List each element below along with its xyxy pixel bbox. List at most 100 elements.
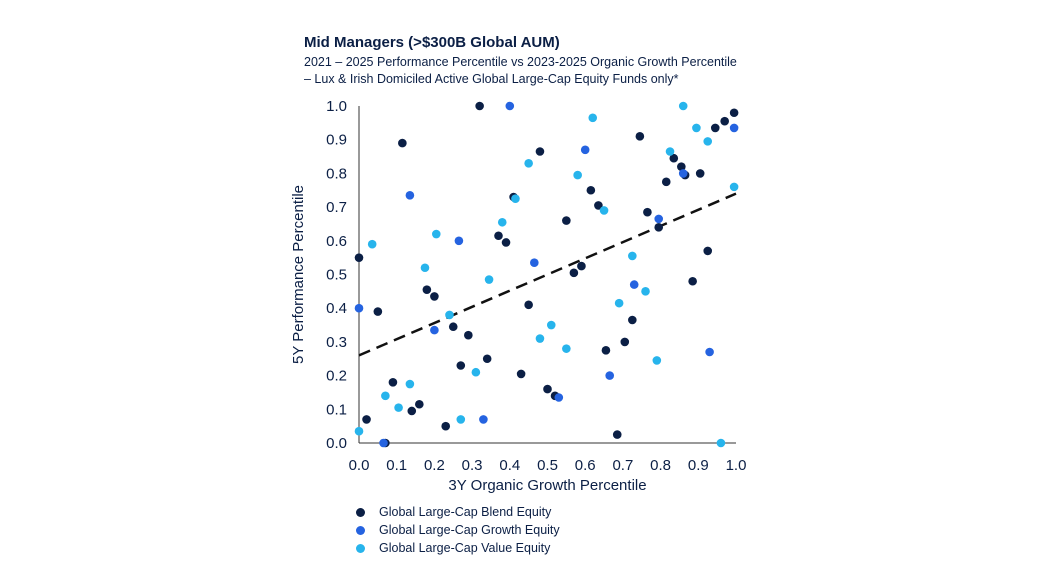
data-point-value: [573, 170, 582, 180]
data-point-value: [367, 239, 377, 249]
data-point-growth: [405, 191, 415, 200]
data-point-value: [524, 158, 533, 168]
y-tick-label: 0.0: [326, 435, 347, 452]
data-point-growth: [354, 303, 364, 313]
legend-marker-growth: [356, 525, 365, 535]
data-point-blend: [415, 399, 424, 409]
data-point-blend: [586, 185, 596, 195]
data-point-blend: [464, 330, 473, 340]
data-point-blend: [494, 231, 503, 241]
x-tick-label: 0.6: [575, 457, 596, 474]
legend-item-growth: Global Large-Cap Growth Equity: [356, 521, 560, 539]
data-point-blend: [362, 415, 371, 424]
data-point-blend: [562, 216, 571, 225]
data-point-blend: [612, 430, 622, 439]
trendline: [358, 192, 737, 357]
data-point-blend: [448, 322, 458, 332]
data-point-growth: [705, 347, 714, 357]
data-point-blend: [475, 101, 484, 111]
data-point-value: [614, 298, 624, 308]
data-point-blend: [430, 292, 439, 301]
legend-marker-blend: [356, 507, 365, 517]
data-point-value: [599, 206, 609, 215]
data-point-blend: [516, 369, 526, 379]
data-point-value: [471, 367, 481, 377]
data-point-value: [381, 391, 390, 401]
data-point-blend: [354, 253, 364, 262]
chart-legend: Global Large-Cap Blend Equity Global Lar…: [356, 503, 560, 557]
y-tick-label: 0.2: [326, 368, 347, 385]
chart-subtitle-line-2: – Lux & Irish Domiciled Active Global La…: [304, 72, 679, 86]
data-point-value: [546, 320, 556, 330]
data-point-blend: [620, 337, 630, 347]
legend-marker-value: [356, 543, 365, 553]
data-point-blend: [654, 223, 664, 232]
data-point-blend: [720, 116, 729, 126]
data-point-blend: [543, 384, 552, 394]
x-tick-label: 0.0: [349, 457, 370, 474]
x-tick-label: 0.8: [650, 457, 671, 474]
data-point-blend: [594, 201, 603, 210]
data-point-value: [431, 229, 441, 239]
data-point-value: [729, 182, 739, 192]
data-point-value: [692, 123, 701, 133]
data-point-growth: [605, 371, 615, 380]
data-point-value: [641, 287, 650, 296]
x-tick-label: 0.1: [386, 457, 407, 474]
legend-label-growth: Global Large-Cap Growth Equity: [379, 523, 560, 537]
data-point-blend: [628, 315, 637, 325]
data-point-value: [405, 379, 415, 389]
data-point-blend: [373, 307, 383, 316]
data-point-blend: [601, 346, 611, 355]
x-tick-label: 0.3: [462, 457, 483, 474]
y-tick-label: 1.0: [326, 98, 347, 115]
data-point-value: [562, 344, 571, 353]
legend-item-blend: Global Large-Cap Blend Equity: [356, 503, 560, 521]
data-point-growth: [678, 169, 688, 178]
data-point-blend: [569, 268, 579, 278]
data-point-blend: [482, 354, 492, 364]
x-tick-label: 1.0: [726, 457, 747, 474]
x-tick-label: 0.5: [537, 457, 558, 474]
data-point-blend: [501, 238, 511, 247]
data-point-value: [456, 415, 466, 424]
data-point-blend: [456, 361, 466, 370]
data-point-value: [628, 251, 637, 261]
legend-label-value: Global Large-Cap Value Equity: [379, 541, 551, 555]
data-point-growth: [530, 258, 539, 268]
data-point-value: [484, 275, 494, 284]
y-tick-label: 0.7: [326, 199, 347, 216]
y-tick-label: 0.8: [326, 165, 347, 182]
data-point-growth: [580, 145, 590, 155]
y-tick-label: 0.9: [326, 132, 347, 149]
data-point-blend: [688, 276, 697, 286]
legend-label-blend: Global Large-Cap Blend Equity: [379, 505, 552, 519]
data-point-growth: [654, 214, 664, 224]
x-tick-label: 0.7: [612, 457, 633, 474]
chart-subtitle-line-1: 2021 – 2025 Performance Percentile vs 20…: [304, 55, 737, 69]
x-axis-title: 3Y Organic Growth Percentile: [448, 477, 646, 494]
data-point-growth: [729, 123, 739, 133]
data-point-growth: [479, 415, 488, 424]
y-tick-label: 0.3: [326, 334, 347, 351]
data-point-value: [420, 263, 430, 273]
data-point-blend: [710, 123, 720, 133]
x-tick-label: 0.4: [499, 457, 520, 474]
data-point-value: [445, 310, 454, 320]
y-tick-label: 0.1: [326, 401, 347, 418]
data-point-value: [678, 101, 688, 111]
data-point-value: [716, 438, 726, 448]
data-point-blend: [661, 177, 671, 187]
data-point-growth: [629, 280, 639, 289]
data-point-blend: [388, 378, 398, 387]
data-point-growth: [379, 438, 388, 448]
data-point-blend: [635, 132, 645, 141]
data-point-growth: [554, 393, 564, 402]
data-point-growth: [454, 236, 464, 246]
data-point-value: [394, 403, 403, 412]
data-point-growth: [430, 325, 439, 335]
chart-title: Mid Managers (>$300B Global AUM): [304, 34, 560, 51]
data-point-value: [588, 113, 598, 123]
data-point-value: [703, 137, 713, 146]
x-tick-label: 0.9: [688, 457, 709, 474]
